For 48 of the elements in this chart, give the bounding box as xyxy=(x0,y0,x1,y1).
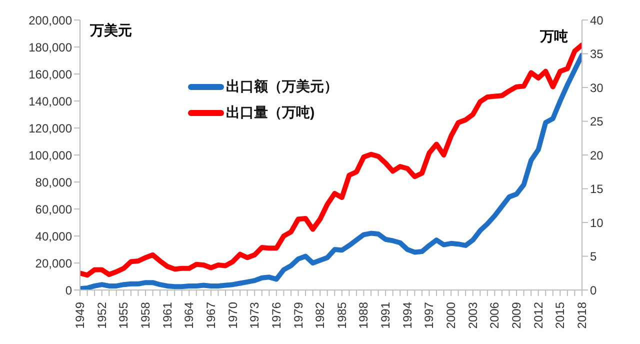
y2-tick-label: 10 xyxy=(590,216,604,230)
x-tick-label: 2009 xyxy=(510,302,524,329)
x-tick-label: 1994 xyxy=(400,302,414,329)
x-tick-label: 2006 xyxy=(488,302,502,329)
x-tick-label: 1982 xyxy=(313,302,328,329)
x-tick-label: 1955 xyxy=(116,302,131,329)
x-tick-label: 1976 xyxy=(269,302,284,329)
x-tick-label: 2012 xyxy=(531,302,546,329)
y-tick-label: 80,000 xyxy=(35,175,72,190)
x-tick-label: 1979 xyxy=(291,302,306,329)
y2-tick-label: 25 xyxy=(590,114,604,129)
x-tick-label: 1949 xyxy=(73,302,87,329)
x-tick-label: 2000 xyxy=(444,302,458,329)
y2-tick-label: 15 xyxy=(590,182,604,196)
y2-tick-label: 40 xyxy=(590,13,604,28)
legend-label: 出口额（万美元） xyxy=(226,78,338,96)
x-tick-label: 1961 xyxy=(160,302,174,329)
y-tick-label: 0 xyxy=(65,283,72,298)
y-tick-label: 180,000 xyxy=(28,40,72,54)
y-tick-label: 40,000 xyxy=(35,229,72,244)
y-axis-title: 万美元 xyxy=(90,22,132,40)
x-tick-label: 1958 xyxy=(138,302,152,329)
y2-axis-title: 万吨 xyxy=(540,28,568,46)
x-tick-label: 1991 xyxy=(378,302,393,329)
y-tick-label: 100,000 xyxy=(28,148,72,162)
x-tick-label: 1964 xyxy=(182,302,196,329)
y2-tick-label: 5 xyxy=(590,250,597,264)
x-tick-label: 1970 xyxy=(226,302,240,329)
x-tick-label: 1997 xyxy=(422,302,436,329)
x-tick-label: 2015 xyxy=(553,302,568,329)
y2-tick-label: 35 xyxy=(590,47,604,62)
x-tick-label: 1967 xyxy=(204,302,218,329)
x-tick-label: 2018 xyxy=(575,302,589,329)
y-tick-label: 120,000 xyxy=(28,121,72,136)
y2-tick-label: 20 xyxy=(590,148,604,162)
x-tick-label: 2003 xyxy=(466,302,480,329)
x-tick-label: 1985 xyxy=(334,302,349,329)
x-tick-label: 1973 xyxy=(248,302,262,329)
y-tick-label: 20,000 xyxy=(35,256,72,270)
x-tick-label: 1952 xyxy=(94,302,109,329)
legend-label: 出口量（万吨) xyxy=(226,104,315,122)
y2-tick-label: 0 xyxy=(590,283,597,298)
y-tick-label: 140,000 xyxy=(28,94,72,108)
y-tick-label: 200,000 xyxy=(28,13,72,28)
y-tick-label: 60,000 xyxy=(35,202,72,216)
x-tick-label: 1988 xyxy=(356,302,371,329)
y2-tick-label: 30 xyxy=(590,80,604,95)
y-tick-label: 160,000 xyxy=(28,67,72,82)
